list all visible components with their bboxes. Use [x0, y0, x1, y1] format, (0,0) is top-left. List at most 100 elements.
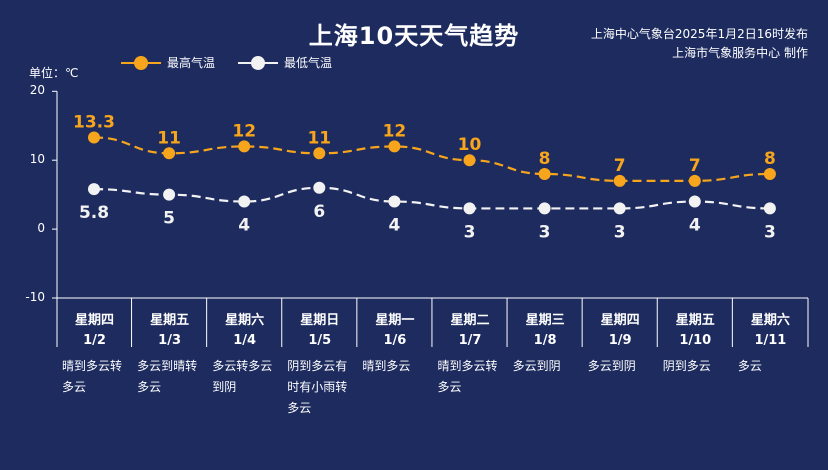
high-temperature-label: 12 — [232, 121, 256, 141]
weather-description: 晴到多云 — [357, 356, 432, 377]
low-temperature-label: 3 — [539, 222, 551, 242]
legend-label-low: 最低气温 — [284, 56, 333, 70]
high-temperature-label: 13.3 — [73, 112, 115, 132]
day-column: 星期六 1/11 多云 — [733, 305, 808, 377]
low-temperature-label: 3 — [464, 222, 476, 242]
high-temperature-point — [238, 140, 251, 153]
low-temperature-line — [93, 186, 770, 210]
weather-description: 晴到多云转 多云 — [433, 356, 508, 398]
low-temperature-point — [238, 195, 251, 208]
weekday-label: 星期四 — [600, 313, 640, 328]
weather-line: 晴到多云转 — [62, 359, 123, 373]
high-temperature-label: 10 — [458, 135, 482, 155]
weather-description: 多云到晴转 多云 — [132, 356, 207, 398]
weather-line: 多云 — [437, 380, 462, 394]
high-temperature-point — [538, 167, 551, 180]
low-temperature-point — [688, 195, 701, 208]
legend-dot-high — [134, 56, 148, 70]
low-temperature-label: 4 — [238, 216, 250, 236]
day-column: 星期五 1/10 阴到多云 — [658, 305, 733, 377]
weather-description: 多云到阴 — [583, 356, 658, 377]
weather-description: 阴到多云有时有小雨转多云 — [282, 356, 357, 419]
weather-line: 阴到多云有 — [287, 359, 348, 373]
high-temperature-point — [613, 174, 626, 187]
high-temperature-point — [388, 140, 401, 153]
high-temperature-label: 8 — [539, 149, 551, 169]
weather-line: 阴到多云 — [662, 359, 711, 373]
weather-line: 多云 — [287, 401, 312, 415]
publisher-info: 上海中心气象台2025年1月2日16时发布 上海市气象服务中心 制作 — [591, 25, 808, 63]
y-tick-label: 10 — [29, 152, 45, 167]
weather-description: 多云到阴 — [508, 356, 583, 377]
high-temperature-point — [688, 174, 701, 187]
date-label: 1/5 — [308, 333, 332, 348]
date-label: 1/8 — [533, 333, 557, 348]
weather-line: 多云 — [62, 380, 87, 394]
weather-line: 到阴 — [212, 380, 237, 394]
y-axis-unit-label: 单位：℃ — [29, 66, 79, 80]
low-temperature-point — [163, 188, 176, 201]
low-temperature-point — [763, 202, 776, 215]
weather-line: 多云到晴转 — [137, 359, 198, 373]
weekday-label: 星期三 — [525, 313, 565, 328]
low-temperature-label: 4 — [388, 216, 400, 236]
weather-line: 晴到多云转 — [437, 359, 498, 373]
low-temperature-point — [538, 202, 551, 215]
day-column: 星期六 1/4 多云转多云到阴 — [207, 305, 282, 398]
weekday-label: 星期二 — [450, 313, 490, 328]
day-column: 星期三 1/8 多云到阴 — [508, 305, 583, 377]
date-label: 1/11 — [754, 333, 787, 348]
low-temperature-label: 6 — [313, 202, 325, 222]
y-tick-label: 20 — [29, 83, 45, 98]
publisher-line-2: 上海市气象服务中心 制作 — [672, 46, 808, 60]
day-column: 星期四 1/9 多云到阴 — [583, 305, 658, 377]
high-temperature-label: 8 — [764, 149, 776, 169]
high-temperature-label: 11 — [157, 128, 181, 148]
date-label: 1/7 — [458, 333, 482, 348]
low-temperature-point — [388, 195, 401, 208]
low-temperature-label: 3 — [764, 222, 776, 242]
high-temperature-point — [313, 147, 326, 160]
weather-line: 多云到阴 — [512, 359, 561, 373]
weather-description: 阴到多云 — [658, 356, 733, 377]
high-temperature-label: 7 — [689, 156, 701, 176]
low-temperature-label: 5.8 — [79, 203, 109, 223]
high-temperature-label: 12 — [383, 121, 407, 141]
weather-line: 时有小雨转 — [287, 380, 348, 394]
y-tick-label: 0 — [37, 221, 45, 236]
low-temperature-label: 4 — [689, 216, 701, 236]
date-label: 1/4 — [233, 333, 257, 348]
weekday-label: 星期六 — [225, 313, 265, 328]
day-column: 星期五 1/3 多云到晴转 多云 — [132, 305, 207, 398]
weekday-label: 星期日 — [300, 313, 340, 328]
low-temperature-label: 5 — [163, 209, 175, 229]
weather-line: 晴到多云 — [362, 359, 411, 373]
low-temperature-point — [613, 202, 626, 215]
low-temperature-label: 3 — [614, 222, 626, 242]
low-temperature-point — [463, 202, 476, 215]
high-temperature-point — [463, 154, 476, 167]
date-label: 1/9 — [608, 333, 632, 348]
weekday-label: 星期一 — [375, 313, 415, 328]
high-temperature-label: 7 — [614, 156, 626, 176]
low-temperature-point — [313, 181, 326, 194]
high-temperature-line — [93, 136, 770, 182]
low-temperature-point — [88, 183, 100, 196]
high-temperature-point — [163, 147, 176, 160]
weather-line: 多云转多云 — [212, 359, 273, 373]
weekday-label: 星期五 — [675, 313, 715, 328]
high-temperature-point — [88, 131, 100, 144]
day-column: 星期二 1/7 晴到多云转多云 — [433, 305, 508, 398]
y-tick-label: -10 — [25, 290, 45, 304]
legend-label-high: 最高气温 — [167, 56, 216, 70]
weather-line: 多云到阴 — [587, 359, 636, 373]
weather-description: 晴到多云转 多云 — [57, 356, 132, 398]
date-label: 1/6 — [383, 333, 407, 348]
weather-line: 多云 — [737, 359, 762, 373]
high-temperature-label: 11 — [307, 128, 331, 148]
high-temperature-point — [763, 167, 776, 180]
weather-description: 多云 — [733, 356, 808, 377]
weather-line: 多云 — [137, 380, 162, 394]
day-column: 星期四 1/2 晴到多云转 多云 — [57, 305, 132, 398]
